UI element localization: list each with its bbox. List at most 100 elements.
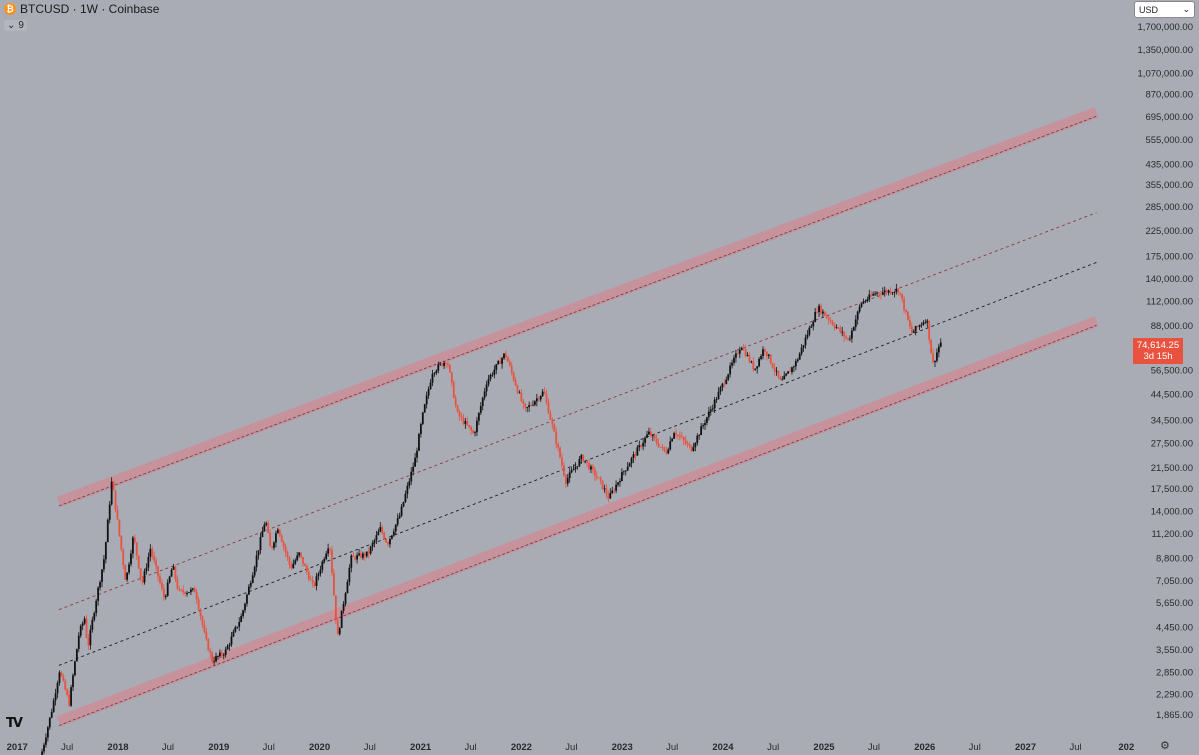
price-axis-label: 112,000.00 — [1146, 297, 1193, 308]
candle-body — [230, 636, 233, 645]
candle-body — [365, 551, 368, 557]
candle-body — [555, 431, 558, 445]
candle-body — [918, 325, 921, 327]
candle-body — [897, 288, 900, 293]
candle-body — [613, 490, 616, 492]
candle-body — [503, 353, 505, 359]
candle-body — [593, 469, 596, 476]
candle-body — [725, 379, 728, 384]
tradingview-logo[interactable]: TV — [6, 716, 23, 731]
candle-body — [497, 360, 500, 365]
candle-body — [48, 717, 51, 728]
candle-body — [847, 338, 849, 340]
candle-body — [331, 549, 333, 574]
gear-icon[interactable]: ⚙ — [1160, 740, 1170, 752]
candle-body — [282, 541, 285, 547]
candle-body — [454, 398, 457, 406]
candle-body — [133, 537, 136, 543]
candle-body — [174, 566, 177, 579]
candle-body — [296, 555, 299, 561]
price-axis-label: 8,800.00 — [1156, 553, 1193, 564]
lower-band — [56, 316, 1099, 727]
candle-body — [574, 466, 577, 470]
candle-body — [717, 391, 720, 400]
candle-body — [242, 610, 244, 617]
candle-body — [866, 299, 869, 301]
candle-body — [464, 421, 467, 424]
candle-body — [678, 435, 681, 437]
candle-body — [532, 404, 534, 406]
candle-body — [663, 447, 666, 451]
candle-body — [876, 292, 878, 294]
candle-body — [916, 325, 919, 327]
candle-body — [99, 582, 101, 588]
time-axis-label: 2025 — [813, 742, 835, 753]
price-axis-label: 140,000.00 — [1145, 274, 1193, 285]
price-axis-label: 56,500.00 — [1151, 366, 1193, 377]
candle-body — [808, 327, 811, 335]
candle-body — [796, 359, 799, 362]
candle-body — [278, 529, 281, 536]
candle-body — [166, 582, 169, 596]
time-axis-label: Jul — [868, 742, 880, 753]
candle-body — [568, 472, 571, 478]
candle-body — [180, 589, 183, 591]
candle-body — [400, 506, 403, 516]
candle-body — [159, 576, 161, 583]
time-axis-label: 2021 — [410, 742, 432, 753]
candle-body — [673, 433, 675, 439]
candle-body — [197, 599, 200, 610]
candle-body — [597, 477, 600, 479]
candle-body — [476, 420, 478, 433]
candle-body — [665, 450, 668, 454]
currency-select[interactable]: USD ⌄ — [1134, 1, 1195, 18]
candle-body — [379, 527, 382, 532]
candle-body — [794, 361, 797, 367]
candle-body — [46, 727, 49, 738]
candle-body — [744, 348, 747, 356]
candle-body — [791, 367, 793, 373]
price-axis-label: 3,550.00 — [1156, 645, 1193, 656]
candle-body — [340, 610, 343, 628]
candle-body — [736, 353, 739, 355]
candle-body — [222, 654, 225, 656]
candle-body — [170, 569, 173, 577]
candle-body — [936, 352, 938, 361]
candle-body — [617, 482, 619, 485]
candle-body — [128, 564, 130, 573]
candle-body — [630, 458, 633, 464]
candle-body — [176, 578, 179, 589]
candle-body — [251, 575, 254, 583]
candle-body — [651, 435, 654, 437]
candle-body — [707, 411, 710, 418]
candle-body — [868, 294, 871, 300]
candle-body — [93, 613, 96, 620]
candle-body — [910, 326, 913, 333]
candle-body — [151, 548, 154, 556]
candle-body — [62, 676, 65, 681]
candle-body — [930, 339, 933, 354]
candle-body — [371, 543, 374, 547]
candle-body — [116, 509, 119, 520]
candle-body — [756, 366, 759, 369]
candle-body — [416, 450, 418, 458]
price-axis-label: 34,500.00 — [1151, 415, 1193, 426]
candle-body — [539, 395, 542, 400]
candle-body — [582, 455, 585, 462]
candle-body — [891, 292, 894, 294]
candle-body — [580, 455, 583, 460]
candle-body — [189, 589, 192, 593]
candle-body — [489, 374, 492, 380]
candle-body — [733, 357, 735, 363]
candle-body — [209, 650, 212, 653]
candle-body — [740, 348, 743, 351]
candle-body — [205, 631, 208, 639]
candle-body — [783, 375, 786, 380]
candle-body — [592, 466, 594, 470]
candle-body — [385, 538, 387, 543]
candle-body — [425, 395, 428, 405]
candle-body — [249, 582, 252, 587]
indicators-toggle[interactable]: ⌄ 9 — [4, 20, 27, 31]
candle-body — [410, 471, 413, 482]
